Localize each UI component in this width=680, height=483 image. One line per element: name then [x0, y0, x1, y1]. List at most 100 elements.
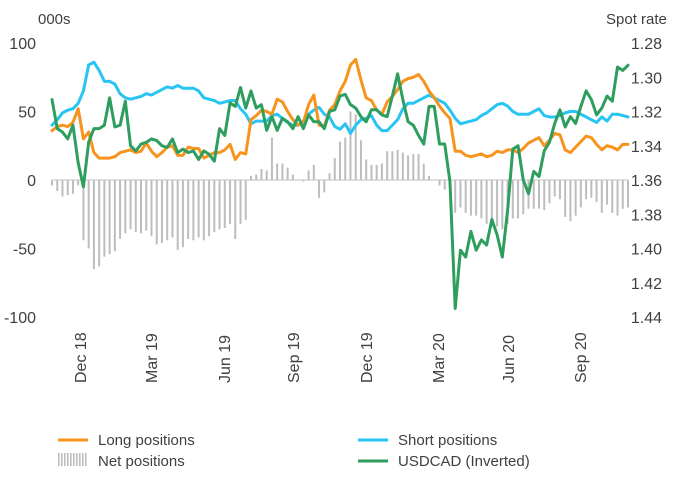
net-position-bar [412, 153, 415, 180]
left-tick-label: -50 [13, 242, 36, 259]
legend-item-usdcad: USDCAD (Inverted) [358, 453, 530, 470]
net-position-bar [208, 180, 211, 237]
x-tick-label: Dec 18 [73, 332, 90, 383]
net-position-bar [501, 180, 504, 230]
net-position-bar [375, 164, 378, 180]
left-axis: 100 50 0 -50 -100 [4, 36, 36, 327]
net-position-bar [249, 175, 252, 180]
net-position-bar [380, 163, 383, 180]
net-position-bar [265, 170, 268, 180]
x-tick-label: Sep 19 [286, 332, 303, 383]
legend-item-short: Short positions [358, 432, 497, 449]
net-position-bar [443, 180, 446, 190]
x-tick-label: Jun 20 [501, 335, 518, 383]
legend-swatch-net-bar [64, 453, 66, 466]
net-position-bar [590, 180, 593, 198]
net-position-bar [611, 180, 614, 213]
legend-swatch-net-bar [70, 453, 72, 466]
right-axis: 1.28 1.30 1.32 1.34 1.36 1.38 1.40 1.42 1.44 [631, 36, 662, 327]
net-position-bar [71, 180, 74, 194]
legend-swatch-net-bar [76, 453, 78, 466]
net-position-bar [61, 180, 64, 197]
left-tick-label: -100 [4, 310, 36, 327]
left-tick-label: 100 [9, 36, 36, 53]
net-position-bar [480, 180, 483, 219]
net-position-bar [365, 159, 368, 180]
net-position-bar [223, 180, 226, 228]
net-position-bar [134, 180, 137, 233]
net-position-bar [543, 180, 546, 211]
legend-label-long: Long positions [98, 432, 195, 449]
right-tick-label: 1.44 [631, 310, 662, 327]
series-lines [50, 57, 630, 310]
long-positions-line [50, 57, 630, 161]
net-position-bar [600, 180, 603, 213]
right-tick-label: 1.28 [631, 36, 662, 53]
net-position-bar [234, 180, 237, 239]
net-position-bar [218, 180, 221, 230]
right-tick-label: 1.42 [631, 276, 662, 293]
net-position-bar [270, 137, 273, 180]
x-axis: Dec 18 Mar 19 Jun 19 Sep 19 Dec 19 Mar 20 Jun … [73, 332, 590, 383]
right-axis-unit: Spot rate [606, 11, 667, 28]
net-position-bar [239, 180, 242, 224]
net-position-bar [82, 180, 85, 241]
net-position-bar [548, 180, 551, 204]
net-position-bar [438, 180, 441, 186]
net-position-bar [564, 180, 567, 217]
legend-swatch-net-bar [85, 453, 87, 466]
net-position-bar [291, 174, 294, 180]
legend-swatch-net-bar [58, 453, 60, 466]
net-position-bar [140, 180, 143, 234]
right-tick-label: 1.38 [631, 207, 662, 224]
net-position-bar [532, 180, 535, 209]
net-position-bar [627, 180, 629, 208]
legend-swatch-net-bar [79, 453, 81, 466]
net-position-bar [286, 167, 289, 180]
net-position-bar [87, 180, 90, 249]
net-position-bar [129, 180, 132, 230]
net-position-bar [302, 180, 305, 182]
net-position-bar [407, 155, 410, 180]
net-position-bar [103, 180, 106, 257]
net-position-bar [349, 111, 352, 180]
net-position-bar [370, 164, 373, 180]
net-positions-bars [51, 111, 629, 270]
net-position-bar [202, 180, 205, 241]
net-position-bar [260, 169, 263, 180]
net-position-bar [428, 175, 431, 180]
net-position-bar [56, 180, 59, 191]
net-position-bar [496, 180, 499, 227]
net-position-bar [454, 180, 457, 213]
net-position-bar [354, 114, 357, 180]
net-position-bar [323, 180, 326, 193]
net-position-bar [417, 153, 420, 180]
plot-area [50, 57, 630, 310]
net-position-bar [213, 180, 216, 233]
net-position-bar [171, 180, 174, 238]
net-position-bar [187, 180, 190, 239]
net-position-bar [145, 180, 148, 231]
net-position-bar [77, 180, 80, 186]
net-position-bar [328, 173, 331, 180]
net-position-bar [66, 180, 69, 196]
net-position-bar [459, 180, 462, 208]
net-position-bar [579, 180, 582, 208]
net-position-bar [469, 180, 472, 216]
right-tick-label: 1.40 [631, 242, 662, 259]
net-position-bar [422, 163, 425, 180]
legend-label-usdcad: USDCAD (Inverted) [398, 453, 530, 470]
net-position-bar [606, 180, 609, 205]
net-position-bar [155, 180, 158, 245]
net-position-bar [396, 149, 399, 180]
legend-swatch-net-bar [61, 453, 63, 466]
net-position-bar [197, 180, 200, 238]
net-position-bar [160, 180, 163, 244]
legend-item-long: Long positions [58, 432, 195, 449]
left-tick-label: 0 [27, 173, 36, 190]
x-tick-label: Mar 19 [144, 333, 161, 383]
net-position-bar [108, 180, 111, 254]
net-position-bar [318, 180, 321, 198]
legend-swatch-net-bar [82, 453, 84, 466]
